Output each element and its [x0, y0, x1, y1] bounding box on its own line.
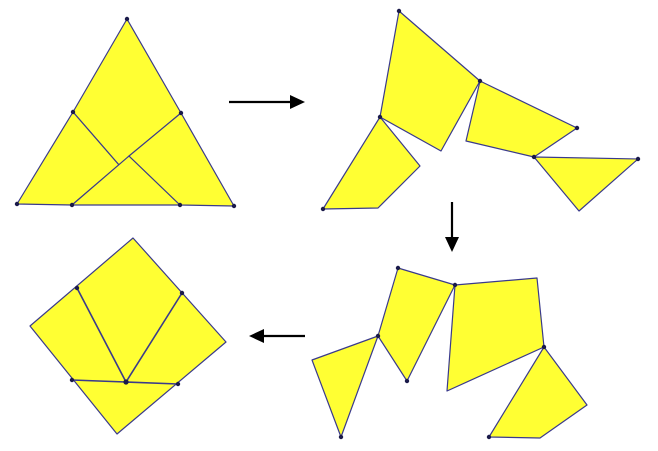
- square-outline: [29, 237, 227, 435]
- vertex-dot: [175, 381, 181, 387]
- vertex-dot: [531, 154, 537, 160]
- stage-unfold-2: [311, 265, 588, 440]
- vertex-dot: [124, 16, 130, 22]
- unfold1-triangle-left: [322, 116, 421, 210]
- vertex-dot: [123, 379, 129, 385]
- stage-unfold-1: [320, 8, 641, 212]
- unfold1-quad-right: [465, 80, 578, 158]
- arrow-down-head: [445, 237, 459, 252]
- vertex-dot: [338, 434, 344, 440]
- vertex-dot: [14, 201, 20, 207]
- vertex-dot: [179, 290, 185, 296]
- square-cut-upper-right: [125, 292, 183, 383]
- vertex-dot: [69, 202, 75, 208]
- vertex-dot: [541, 344, 547, 350]
- vertex-dot: [231, 203, 237, 209]
- unfold2-quad-bottom: [488, 346, 588, 439]
- vertex-dot: [404, 378, 410, 384]
- vertex-dot: [178, 110, 184, 116]
- vertex-dot: [395, 265, 401, 271]
- arrow-down: [445, 202, 459, 252]
- vertex-dot: [574, 125, 580, 131]
- vertex-dot: [375, 333, 381, 339]
- unfold2-triangle-left: [311, 335, 379, 438]
- square-vertices: [69, 285, 185, 387]
- triangle-vertices: [14, 16, 237, 209]
- vertex-dot: [635, 156, 641, 162]
- stage-square: [29, 237, 227, 435]
- vertex-dot: [70, 109, 76, 115]
- square-cut-lower-left: [71, 379, 127, 383]
- arrow-left: [249, 329, 305, 343]
- unfold2-quad-left: [377, 267, 456, 382]
- square-cut-lower-right: [125, 381, 179, 385]
- vertex-dot: [486, 434, 492, 440]
- stage-triangle: [14, 16, 237, 209]
- unfold1-vertices: [320, 8, 641, 212]
- vertex-dot: [396, 8, 402, 14]
- vertex-dot: [320, 206, 326, 212]
- square-cut-upper-left: [76, 287, 127, 383]
- unfold1-quad-top: [379, 10, 481, 152]
- unfold2-vertices: [338, 265, 547, 440]
- vertex-dot: [477, 78, 483, 84]
- arrow-left-head: [249, 329, 264, 343]
- arrow-right-head: [290, 95, 305, 109]
- arrow-right: [229, 95, 305, 109]
- vertex-dot: [452, 282, 458, 288]
- vertex-dot: [74, 285, 80, 291]
- vertex-dot: [177, 202, 183, 208]
- vertex-dot: [377, 114, 383, 120]
- vertex-dot: [69, 377, 75, 383]
- unfold1-triangle-right: [533, 156, 639, 212]
